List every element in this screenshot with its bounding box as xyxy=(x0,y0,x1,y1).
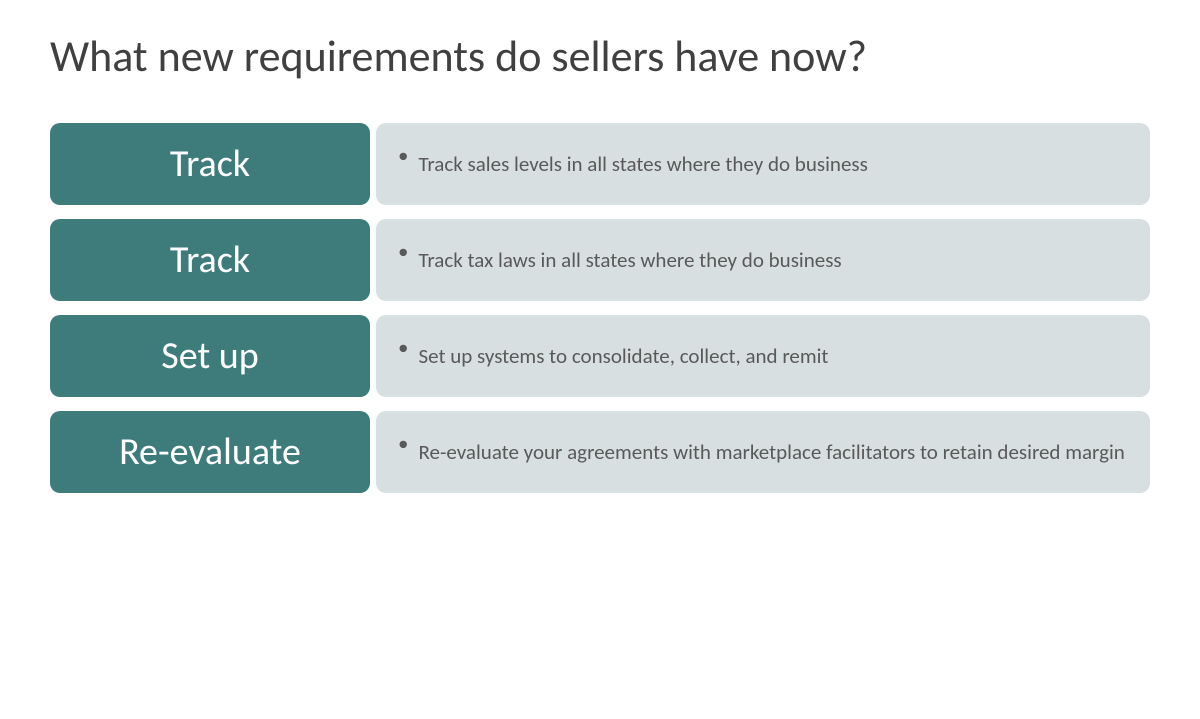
row-description-box: • Re-evaluate your agreements with marke… xyxy=(376,411,1150,493)
bullet-icon: • xyxy=(398,141,408,169)
row-description: Set up systems to consolidate, collect, … xyxy=(418,342,828,370)
requirement-row: Track • Track sales levels in all states… xyxy=(50,123,1150,205)
requirements-list: Track • Track sales levels in all states… xyxy=(50,123,1150,493)
bullet-icon: • xyxy=(398,429,408,457)
bullet-icon: • xyxy=(398,237,408,265)
row-description: Track tax laws in all states where they … xyxy=(418,246,841,274)
row-label: Re-evaluate xyxy=(119,429,301,475)
row-label-box: Track xyxy=(50,123,370,205)
row-label: Set up xyxy=(161,333,258,379)
row-label: Track xyxy=(170,141,250,187)
slide-title: What new requirements do sellers have no… xyxy=(50,30,1150,83)
row-description-box: • Track sales levels in all states where… xyxy=(376,123,1150,205)
row-description-box: • Track tax laws in all states where the… xyxy=(376,219,1150,301)
requirement-row: Track • Track tax laws in all states whe… xyxy=(50,219,1150,301)
row-label-box: Track xyxy=(50,219,370,301)
bullet-icon: • xyxy=(398,333,408,361)
requirement-row: Re-evaluate • Re-evaluate your agreement… xyxy=(50,411,1150,493)
row-description: Re-evaluate your agreements with marketp… xyxy=(418,438,1124,466)
row-label-box: Re-evaluate xyxy=(50,411,370,493)
row-label: Track xyxy=(170,237,250,283)
row-label-box: Set up xyxy=(50,315,370,397)
requirement-row: Set up • Set up systems to consolidate, … xyxy=(50,315,1150,397)
row-description: Track sales levels in all states where t… xyxy=(418,150,867,178)
row-description-box: • Set up systems to consolidate, collect… xyxy=(376,315,1150,397)
